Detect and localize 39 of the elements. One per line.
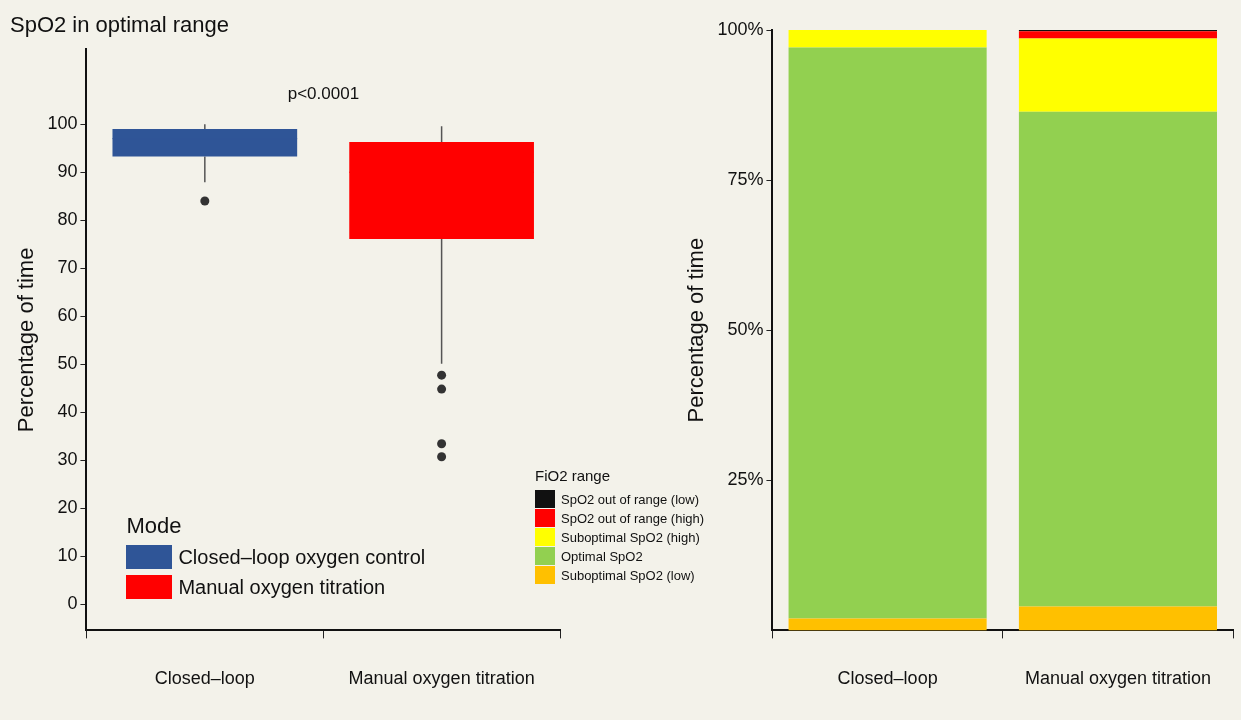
bar <box>788 618 987 631</box>
legend-label: Optimal SpO2 <box>561 548 643 564</box>
y-axis-title: Percentage of time <box>683 237 709 423</box>
legend-title: FiO2 range <box>535 467 612 485</box>
y-tick-label: 20 <box>57 497 78 518</box>
legend-label: Closed–loop oxygen control <box>178 545 426 569</box>
y-tick-label: 25% <box>727 469 764 490</box>
chart-title: SpO2 in optimal range <box>10 12 229 38</box>
bar <box>788 47 987 619</box>
bar <box>1018 38 1217 112</box>
y-tick-label: 100% <box>717 18 764 39</box>
legend-label: Suboptimal SpO2 (high) <box>561 529 700 545</box>
y-tick-label: 30 <box>57 449 78 470</box>
y-tick-label: 50 <box>57 353 78 374</box>
y-tick-label: 0 <box>67 592 78 613</box>
y-tick-label: 80 <box>57 209 78 230</box>
bar <box>1018 606 1217 631</box>
x-tick-label: Manual oxygen titration <box>348 668 535 689</box>
bar <box>1018 111 1217 607</box>
y-axis-title: Percentage of time <box>13 247 39 433</box>
y-tick-label: 10 <box>57 545 78 565</box>
y-tick-label: 75% <box>727 169 764 190</box>
bar <box>1018 31 1217 39</box>
y-tick-label: 60 <box>57 305 78 326</box>
x-tick-label: Closed–loop <box>154 668 255 689</box>
x-tick-label: Closed–loop <box>837 668 938 689</box>
y-tick-label: 100 <box>47 113 78 134</box>
legend-label: Suboptimal SpO2 (low) <box>561 567 695 583</box>
legend-title: Mode <box>126 513 183 540</box>
legend-label: SpO2 out of range (low) <box>561 491 700 507</box>
y-tick-label: 50% <box>727 319 764 340</box>
legend-label: Manual oxygen titration <box>178 575 386 599</box>
y-tick-label: 70 <box>57 257 78 278</box>
annotation: p<0.0001 <box>287 84 360 105</box>
y-tick-label: 40 <box>57 401 78 422</box>
bar <box>788 30 987 48</box>
y-tick-label: 90 <box>57 161 78 182</box>
legend-label: SpO2 out of range (high) <box>561 510 705 526</box>
x-tick-label: Manual oxygen titration <box>1024 668 1211 689</box>
